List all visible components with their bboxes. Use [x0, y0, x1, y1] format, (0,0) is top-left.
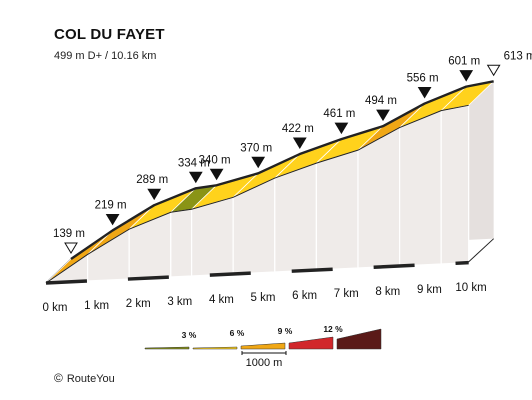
legend-swatch-6-9 [240, 342, 286, 350]
profile-side-segment [191, 196, 234, 277]
km-marker [334, 122, 349, 135]
profile-side-segment [274, 162, 317, 273]
profile-outline [70, 80, 494, 260]
altitude-label: 370 m [240, 142, 272, 154]
x-tick-label: 1 km [84, 300, 109, 312]
x-tick-label: 6 km [292, 290, 317, 302]
credit-text: RouteYou [66, 373, 115, 385]
altitude-label: 219 m [95, 199, 127, 211]
legend-grade-label: 9 % [278, 326, 293, 336]
x-tick-label: 3 km [167, 296, 192, 308]
profile-side-segment [440, 104, 470, 265]
x-tick-label: 10 km [455, 282, 486, 294]
km-marker [376, 109, 390, 122]
profile-side-segment [357, 126, 401, 269]
x-tick-label: 7 km [334, 288, 359, 300]
km-marker [292, 137, 307, 150]
km-marker [188, 171, 203, 184]
legend-grade-label: 6 % [230, 328, 245, 338]
altitude-label: 494 m [365, 95, 397, 107]
legend-swatch-0-3 [144, 346, 190, 350]
altitude-label: 613 m [504, 50, 532, 62]
altitude-label: 556 m [407, 73, 439, 85]
km-marker [147, 188, 162, 201]
altitude-label: 601 m [448, 56, 480, 68]
profile-side-segment [315, 149, 359, 271]
copyright-icon: © [54, 371, 63, 385]
x-tick-label: 2 km [126, 298, 151, 310]
scale-label: 1000 m [246, 357, 283, 369]
altitude-label: 139 m [53, 228, 85, 240]
legend-swatch-3-6 [192, 346, 238, 350]
profile-side-segment [170, 208, 193, 278]
finish-marker [486, 64, 501, 77]
copyright-credit: © RouteYou [54, 371, 115, 385]
x-tick-label: 9 km [417, 284, 442, 296]
km-marker [105, 213, 120, 226]
km-marker [251, 156, 266, 169]
legend-swatch-9-12 [288, 336, 334, 350]
altitude-label: 334 m [178, 157, 210, 169]
start-marker [64, 242, 78, 254]
x-tick-label: 8 km [375, 286, 400, 298]
legend-grade-label: 3 % [182, 330, 197, 340]
profile-front-edge [45, 104, 469, 284]
legend-swatch-12+ [336, 328, 382, 350]
profile-end-edge [466, 238, 494, 265]
profile-baseline [45, 260, 469, 285]
km-marker [417, 87, 432, 99]
legend-grade-label: 12 % [323, 324, 343, 334]
profile-side-segment [399, 109, 442, 267]
altitude-label: 340 m [199, 154, 231, 166]
altitude-label: 289 m [136, 174, 168, 186]
km-marker [209, 168, 224, 181]
x-tick-label: 0 km [43, 302, 68, 314]
chart-subtitle: 499 m D+ / 10.16 km [54, 50, 157, 62]
chart-title: COL DU FAYET [54, 26, 165, 43]
x-tick-label: 5 km [251, 292, 276, 304]
altitude-label: 422 m [282, 123, 314, 135]
km-marker [459, 70, 474, 82]
altitude-label: 461 m [323, 108, 355, 120]
x-tick-label: 4 km [209, 294, 234, 306]
